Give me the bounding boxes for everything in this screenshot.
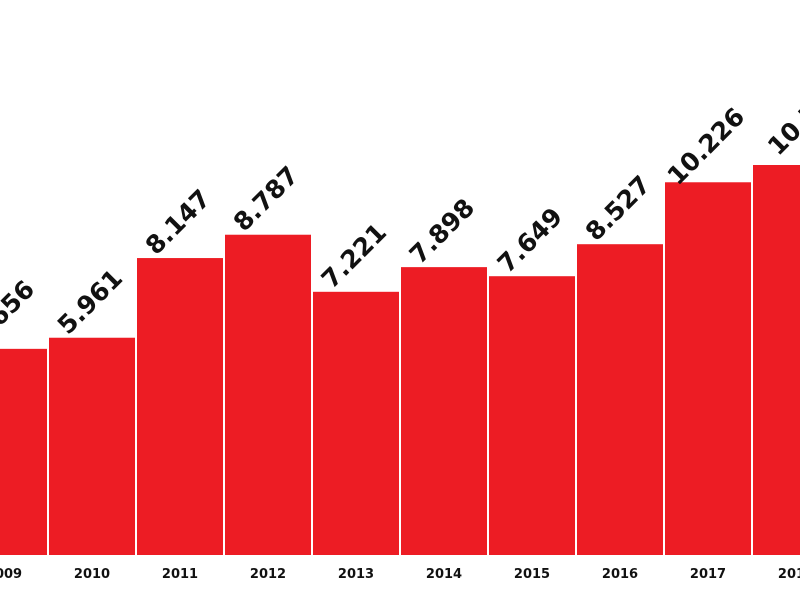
bar-2009 (0, 348, 47, 555)
bar-2017 (665, 182, 751, 555)
value-label-2018: 10.7 (762, 97, 800, 161)
value-label-2012: 8.787 (228, 161, 304, 237)
bar-2014 (401, 267, 487, 555)
tick-label-2012: 2012 (250, 567, 286, 582)
tick-label-2010: 2010 (74, 567, 110, 582)
value-label-2013: 7.221 (316, 218, 392, 294)
bar-2011 (137, 258, 223, 555)
value-label-2010: 5.961 (52, 264, 128, 340)
value-label-2009: 5.656 (0, 275, 40, 351)
tick-label-2015: 2015 (514, 567, 550, 582)
bar-2012 (225, 234, 311, 555)
tick-label-2013: 2013 (338, 567, 374, 582)
value-label-2015: 7.649 (492, 202, 568, 278)
tick-label-2011: 2011 (162, 567, 198, 582)
x-tick-labels: 2009 2010 2011 2012 2013 2014 2015 2016 2017 2018 (0, 567, 800, 582)
value-label-2017: 10.226 (662, 102, 751, 191)
value-label-2011: 8.147 (140, 184, 216, 260)
tick-label-2017: 2017 (690, 567, 726, 582)
bar-2015 (489, 276, 575, 555)
bar-2016 (577, 244, 663, 555)
bars-layer (0, 165, 800, 555)
tick-label-2009: 2009 (0, 567, 22, 582)
bar-2018 (753, 165, 800, 555)
tick-label-2018: 2018 (778, 567, 800, 582)
tick-label-2016: 2016 (602, 567, 638, 582)
bar-2013 (313, 291, 399, 555)
value-label-2016: 8.527 (580, 170, 656, 246)
tick-label-2014: 2014 (426, 567, 462, 582)
value-label-2014: 7.898 (404, 193, 480, 269)
bar-2010 (49, 337, 135, 555)
